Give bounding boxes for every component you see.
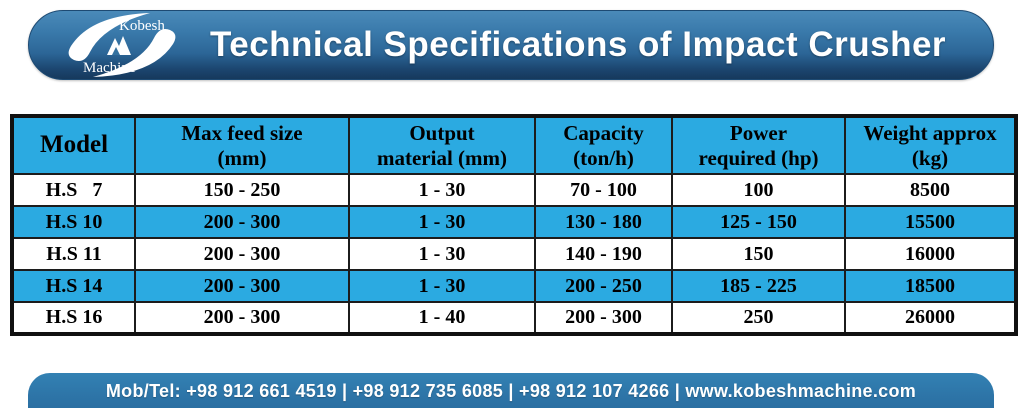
col-header-output-material: Output material (mm): [348, 115, 536, 175]
spec-table: Model Max feed size (mm) Output material…: [10, 114, 1018, 336]
value-cell: 200 - 300: [134, 269, 350, 303]
col-header-power-required: Power required (hp): [671, 115, 846, 175]
value-cell: 250: [671, 301, 846, 335]
table-row: H.S 16 200 - 300 1 - 40 200 - 300 250 26000: [11, 301, 1017, 335]
value-cell: 70 - 100: [534, 173, 673, 207]
value-cell: 130 - 180: [534, 205, 673, 239]
logo-text-kobesh: Kobesh: [119, 18, 165, 34]
value-cell: 1 - 30: [348, 173, 536, 207]
value-cell: 18500: [844, 269, 1017, 303]
col-header-weight-approx: Weight approx (kg): [844, 115, 1017, 175]
model-cell: H.S 11: [11, 237, 136, 271]
table-header-row: Model Max feed size (mm) Output material…: [11, 115, 1017, 175]
value-cell: 8500: [844, 173, 1017, 207]
model-cell: H.S 7: [11, 173, 136, 207]
value-cell: 140 - 190: [534, 237, 673, 271]
value-cell: 125 - 150: [671, 205, 846, 239]
col-header-max-feed-size: Max feed size (mm): [134, 115, 350, 175]
value-cell: 150: [671, 237, 846, 271]
value-cell: 15500: [844, 205, 1017, 239]
page-title: Technical Specifications of Impact Crush…: [209, 25, 947, 64]
value-cell: 200 - 300: [134, 301, 350, 335]
value-cell: 1 - 30: [348, 237, 536, 271]
header-banner: Kobesh Machine Technical Specifications …: [28, 10, 994, 80]
logo-swoosh-icon: Kobesh Machine: [68, 13, 176, 77]
mountain-icon: [107, 36, 131, 55]
value-cell: 200 - 300: [534, 301, 673, 335]
logo-text-machine: Machine: [83, 60, 136, 76]
footer-banner: Mob/Tel: +98 912 661 4519 | +98 912 735 …: [28, 373, 994, 408]
value-cell: 200 - 300: [134, 237, 350, 271]
value-cell: 1 - 30: [348, 205, 536, 239]
value-cell: 150 - 250: [134, 173, 350, 207]
table-row: H.S 11 200 - 300 1 - 30 140 - 190 150 16000: [11, 237, 1017, 271]
kobesh-machine-logo: Kobesh Machine: [47, 10, 197, 80]
table-body: H.S 7 150 - 250 1 - 30 70 - 100 100 8500 H.S 1…: [11, 173, 1017, 335]
value-cell: 1 - 40: [348, 301, 536, 335]
model-cell: H.S 16: [11, 301, 136, 335]
value-cell: 185 - 225: [671, 269, 846, 303]
value-cell: 200 - 300: [134, 205, 350, 239]
footer-contact-info: Mob/Tel: +98 912 661 4519 | +98 912 735 …: [105, 380, 917, 401]
value-cell: 1 - 30: [348, 269, 536, 303]
col-header-model: Model: [11, 115, 136, 175]
model-cell: H.S 10: [11, 205, 136, 239]
table-row: H.S 10 200 - 300 1 - 30 130 - 180 125 - 150 1…: [11, 205, 1017, 239]
value-cell: 200 - 250: [534, 269, 673, 303]
value-cell: 26000: [844, 301, 1017, 335]
value-cell: 100: [671, 173, 846, 207]
col-header-capacity: Capacity (ton/h): [534, 115, 673, 175]
table-row: H.S 7 150 - 250 1 - 30 70 - 100 100 8500: [11, 173, 1017, 207]
value-cell: 16000: [844, 237, 1017, 271]
model-cell: H.S 14: [11, 269, 136, 303]
table-row: H.S 14 200 - 300 1 - 30 200 - 250 185 - 225 1…: [11, 269, 1017, 303]
